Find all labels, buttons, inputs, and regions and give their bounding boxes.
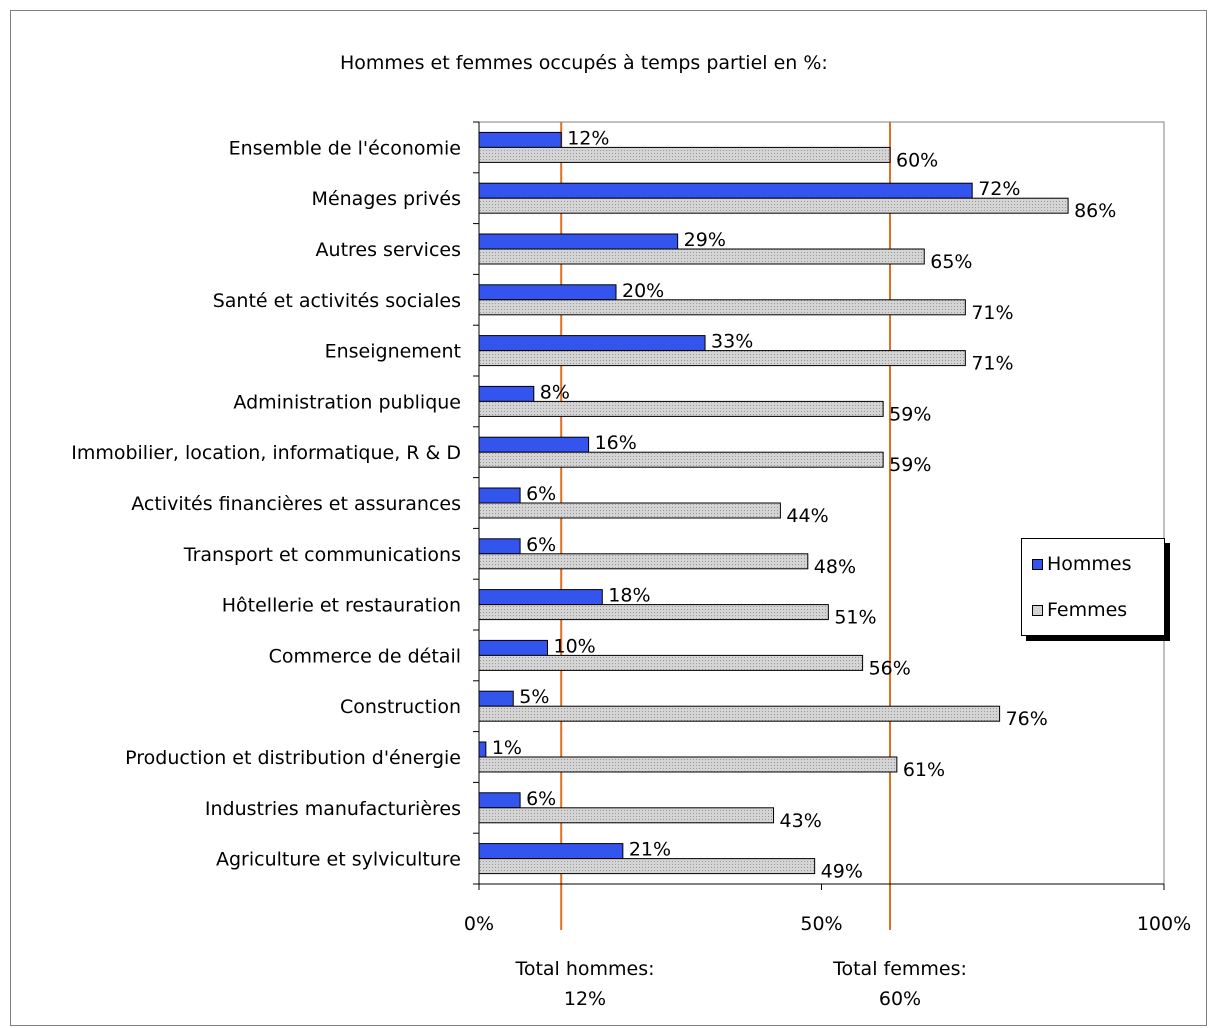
bar-hommes [478,741,487,758]
data-label-hommes: 8% [540,381,570,403]
bar-hommes [478,182,973,199]
category-label: Autres services [316,239,461,261]
data-label-hommes: 72% [978,178,1020,200]
data-label-femmes: 65% [930,251,972,273]
data-label-femmes: 59% [889,403,931,425]
bar-femmes [478,400,884,417]
bar-femmes [478,451,884,468]
data-label-femmes: 56% [869,657,911,679]
bar-femmes [478,858,816,875]
data-label-femmes: 51% [834,607,876,629]
category-label: Activités financières et assurances [131,493,461,515]
data-label-hommes: 10% [554,635,596,657]
category-label: Enseignement [325,341,461,363]
data-label-femmes: 71% [971,302,1013,324]
data-label-hommes: 21% [629,839,671,861]
bar-hommes [478,639,548,656]
category-label: Ensemble de l'économie [229,137,461,159]
data-label-hommes: 18% [608,585,650,607]
data-label-hommes: 6% [526,483,556,505]
data-label-hommes: 1% [492,737,522,759]
bar-femmes [478,654,864,671]
total-hommes-note: Total hommes: 12% [475,954,695,1014]
category-label: Commerce de détail [269,645,461,667]
legend-swatch-hommes [1032,558,1043,570]
category-label: Production et distribution d'énergie [125,747,461,769]
bar-femmes [478,248,925,265]
legend-swatch-femmes [1032,604,1043,616]
bar-hommes [478,385,535,402]
bar-femmes [478,705,1001,722]
bar-femmes [478,807,775,824]
total-femmes-value: 60% [878,988,922,1010]
bar-hommes [478,335,706,352]
bar-femmes [478,197,1069,214]
x-tick-label: 0% [464,913,494,935]
data-label-hommes: 16% [595,432,637,454]
x-tick-label: 100% [1137,913,1191,935]
total-femmes-note: Total femmes: 60% [790,954,1010,1014]
data-label-femmes: 71% [971,353,1013,375]
bar-hommes [478,589,603,606]
data-label-femmes: 49% [821,861,863,883]
chart-frame [10,10,1207,1026]
legend-item-hommes: Hommes [1032,553,1132,575]
data-label-femmes: 43% [780,810,822,832]
bar-femmes [478,604,829,621]
total-femmes-label: Total femmes: [833,958,967,980]
data-label-hommes: 20% [622,280,664,302]
data-label-femmes: 86% [1074,200,1116,222]
x-tick-label: 50% [800,913,842,935]
category-label: Industries manufacturières [205,798,461,820]
bar-femmes [478,553,809,570]
data-label-hommes: 12% [567,127,609,149]
data-label-femmes: 48% [814,556,856,578]
category-label: Ménages privés [312,188,461,210]
data-label-hommes: 5% [519,686,549,708]
bar-hommes [478,233,679,250]
bar-hommes [478,436,590,453]
bar-hommes [478,690,514,707]
bar-femmes [478,350,966,367]
data-label-hommes: 33% [711,331,753,353]
bar-hommes [478,538,521,555]
data-label-femmes: 44% [786,505,828,527]
bar-hommes [478,487,521,504]
bar-femmes [478,146,891,163]
total-hommes-value: 12% [563,988,607,1010]
data-label-femmes: 60% [896,149,938,171]
bar-hommes [478,792,521,809]
data-label-hommes: 29% [684,229,726,251]
legend-label-femmes: Femmes [1047,599,1128,621]
data-label-hommes: 6% [526,788,556,810]
category-label: Transport et communications [183,544,461,566]
data-label-femmes: 59% [889,454,931,476]
category-label: Construction [340,696,461,718]
bar-femmes [478,299,966,316]
category-label: Agriculture et sylviculture [216,849,461,871]
chart-title: Hommes et femmes occupés à temps partiel… [340,52,828,74]
category-label: Hôtellerie et restauration [222,595,461,617]
category-label: Immobilier, location, informatique, R & … [71,442,461,464]
total-hommes-label: Total hommes: [515,958,655,980]
category-label: Administration publique [233,391,461,413]
data-label-femmes: 61% [903,759,945,781]
data-label-femmes: 76% [1006,708,1048,730]
bar-hommes [478,284,617,301]
category-label: Santé et activités sociales [213,290,461,312]
data-label-hommes: 6% [526,534,556,556]
bar-femmes [478,756,898,773]
bar-hommes [478,843,624,860]
legend-label-hommes: Hommes [1047,553,1132,575]
chart-legend: Hommes Femmes [1021,538,1165,636]
legend-item-femmes: Femmes [1032,599,1127,621]
bar-hommes [478,131,562,148]
bar-femmes [478,502,781,519]
